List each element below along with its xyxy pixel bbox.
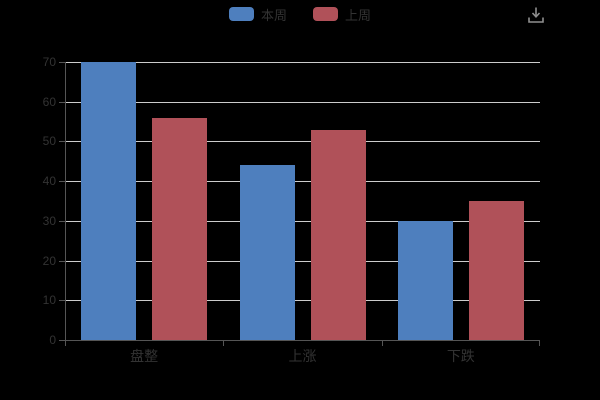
y-axis-tick	[59, 101, 65, 103]
x-axis-tick	[65, 341, 66, 346]
y-axis-tick	[59, 62, 65, 63]
gridline	[66, 141, 540, 143]
y-axis-line	[65, 62, 66, 341]
bar-本周-上涨[interactable]	[239, 165, 295, 340]
y-axis-label: 40	[42, 174, 56, 189]
gridline	[66, 181, 540, 183]
y-axis-tick	[59, 260, 65, 262]
legend-label-this-week: 本周	[260, 7, 287, 23]
y-axis-label: 20	[42, 253, 56, 268]
bar-上周-下跌[interactable]	[468, 201, 524, 340]
y-axis-label: 70	[42, 55, 56, 69]
bar-本周-下跌[interactable]	[397, 220, 453, 340]
legend-item-last-week[interactable]: 上周	[313, 5, 371, 24]
legend: 本周 上周	[0, 5, 600, 23]
category-label: 下跌	[446, 348, 475, 364]
gridline	[66, 300, 540, 302]
y-axis-label: 30	[42, 213, 56, 228]
y-axis-label: 60	[42, 94, 56, 109]
y-axis-tick	[59, 220, 65, 222]
gridline	[66, 220, 540, 222]
y-axis-tick	[59, 181, 65, 183]
y-axis-tick	[59, 340, 65, 341]
x-axis-line	[65, 340, 540, 341]
y-axis-tick	[59, 141, 65, 143]
y-axis-tick	[59, 300, 65, 302]
gridline	[66, 101, 540, 103]
category-label: 盘整	[130, 348, 159, 364]
category-label: 上涨	[288, 348, 317, 364]
x-axis-tick	[223, 341, 225, 346]
legend-label-last-week: 上周	[345, 7, 372, 23]
y-axis-label: 10	[42, 293, 56, 308]
legend-item-this-week[interactable]: 本周	[228, 5, 287, 24]
bar-上周-上涨[interactable]	[310, 129, 366, 340]
x-axis-tick	[539, 341, 540, 346]
bar-本周-盘整[interactable]	[81, 62, 137, 340]
gridline	[66, 260, 540, 262]
download-icon	[528, 7, 544, 23]
y-axis-label: 50	[42, 134, 56, 149]
x-axis-tick	[381, 341, 383, 346]
legend-swatch-this-week	[228, 7, 254, 21]
y-axis-label: 0	[49, 333, 56, 347]
legend-swatch-last-week	[313, 7, 338, 21]
gridline	[66, 62, 540, 63]
bar-上周-盘整[interactable]	[152, 117, 208, 340]
save-as-image-button[interactable]	[527, 6, 545, 24]
